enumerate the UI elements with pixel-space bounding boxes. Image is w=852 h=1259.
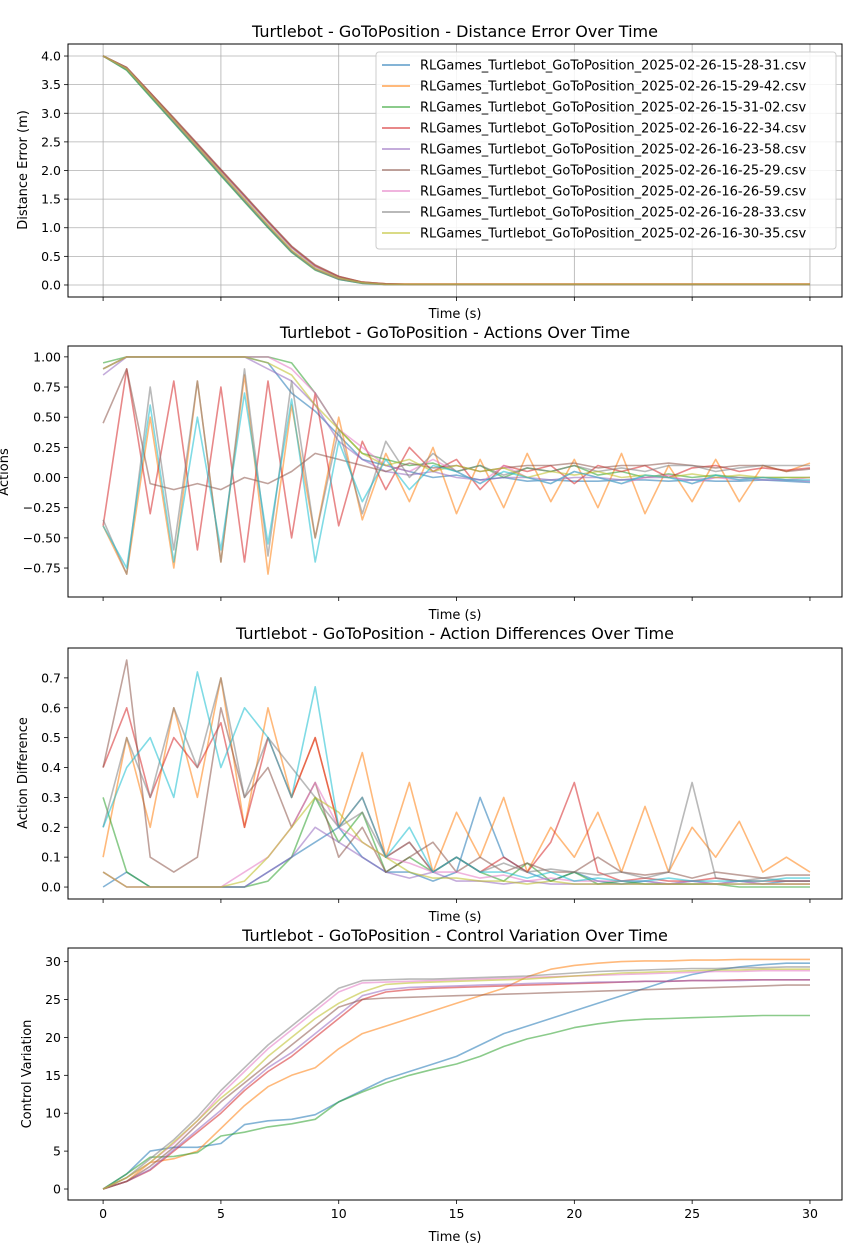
series-line-2 <box>102 958 810 1190</box>
actions-chart: Turtlebot - GoToPosition - Actions Over … <box>0 323 843 623</box>
x-tick-label: 10 <box>331 1206 347 1221</box>
series-line-4 <box>102 368 811 563</box>
legend-entry: RLGames_Turtlebot_GoToPosition_2025-02-2… <box>420 206 806 221</box>
x-tick-label: 15 <box>449 1206 465 1221</box>
y-tick-label: 0.00 <box>33 470 61 485</box>
series-line-6 <box>102 984 810 1190</box>
series-group <box>102 55 810 286</box>
series-line-10 <box>102 671 810 882</box>
x-tick-label: 30 <box>802 1206 818 1221</box>
y-tick-label: 25 <box>45 992 61 1007</box>
legend-entry: RLGames_Turtlebot_GoToPosition_2025-02-2… <box>420 185 806 200</box>
y-tick-label: 1.0 <box>41 220 61 235</box>
legend-entry: RLGames_Turtlebot_GoToPosition_2025-02-2… <box>420 227 806 242</box>
x-axis-label: Time (s) <box>428 910 482 925</box>
series-line-1 <box>102 962 810 1190</box>
y-tick-label: 0.5 <box>41 730 61 745</box>
series-line-5 <box>102 978 810 1190</box>
series-line-9 <box>102 55 810 286</box>
x-tick-label: 20 <box>566 1206 582 1221</box>
legend-entry: RLGames_Turtlebot_GoToPosition_2025-02-2… <box>420 80 806 95</box>
series-line-9 <box>102 968 810 1190</box>
control-variation-chart: Turtlebot - GoToPosition - Control Varia… <box>20 926 843 1245</box>
y-tick-label: 1.00 <box>33 349 61 364</box>
y-tick-label: 0.50 <box>33 410 61 425</box>
legend: RLGames_Turtlebot_GoToPosition_2025-02-2… <box>375 51 837 250</box>
y-tick-label: 4.0 <box>41 49 61 64</box>
y-tick-label: 0.0 <box>41 277 61 292</box>
series-line-3 <box>102 1014 810 1190</box>
series-line-8 <box>102 966 810 1190</box>
legend-entry: RLGames_Turtlebot_GoToPosition_2025-02-2… <box>420 122 806 137</box>
x-tick-label: 5 <box>217 1206 225 1221</box>
y-tick-label: 1.5 <box>41 192 61 207</box>
legend-entry: RLGames_Turtlebot_GoToPosition_2025-02-2… <box>420 143 806 158</box>
distance-error-chart: Turtlebot - GoToPosition - Distance Erro… <box>16 22 843 322</box>
y-axis-label: Distance Error (m) <box>16 110 31 230</box>
y-tick-label: 0.1 <box>41 850 61 865</box>
y-tick-label: 0.5 <box>41 249 61 264</box>
axes-frame <box>67 345 843 598</box>
x-tick-label: 25 <box>684 1206 700 1221</box>
y-tick-label: 0.25 <box>33 440 61 455</box>
y-tick-label: 0.4 <box>41 760 61 775</box>
axes-frame <box>67 647 843 900</box>
legend-entry: RLGames_Turtlebot_GoToPosition_2025-02-2… <box>420 101 806 116</box>
y-tick-label: 15 <box>45 1068 61 1083</box>
y-tick-label: 0.0 <box>41 880 61 895</box>
x-axis-label: Time (s) <box>428 608 482 623</box>
y-axis-label: Control Variation <box>20 1020 35 1129</box>
y-tick-label: −0.25 <box>23 500 61 515</box>
y-axis-label: Actions <box>0 448 12 496</box>
series-group <box>102 659 811 888</box>
y-tick-label: 30 <box>45 954 61 969</box>
series-line-9 <box>102 796 810 888</box>
y-tick-label: 0.75 <box>33 380 61 395</box>
y-tick-label: 2.0 <box>41 163 61 178</box>
action-differences-chart: Turtlebot - GoToPosition - Action Differ… <box>16 624 843 925</box>
y-tick-label: 0.7 <box>41 670 61 685</box>
legend-box <box>375 51 837 250</box>
series-line-7 <box>102 969 810 1190</box>
chart-title: Turtlebot - GoToPosition - Actions Over … <box>279 323 630 342</box>
series-line-9 <box>102 356 810 479</box>
chart-title: Turtlebot - GoToPosition - Control Varia… <box>241 926 668 945</box>
series-group <box>102 958 810 1190</box>
x-axis-label: Time (s) <box>428 307 482 322</box>
y-tick-label: 3.0 <box>41 106 61 121</box>
series-line-10 <box>102 392 810 569</box>
x-tick-label: 0 <box>99 1206 107 1221</box>
series-group <box>102 356 811 575</box>
x-axis-label: Time (s) <box>428 1230 482 1245</box>
y-tick-label: 0.2 <box>41 820 61 835</box>
y-tick-label: 20 <box>45 1030 61 1045</box>
y-tick-label: −0.50 <box>23 530 61 545</box>
legend-entry: RLGames_Turtlebot_GoToPosition_2025-02-2… <box>420 164 806 179</box>
y-tick-label: −0.75 <box>23 561 61 576</box>
y-tick-label: 0 <box>53 1182 61 1197</box>
y-tick-label: 5 <box>53 1144 61 1159</box>
y-tick-label: 0.3 <box>41 790 61 805</box>
chart-title: Turtlebot - GoToPosition - Action Differ… <box>235 624 674 643</box>
y-tick-label: 3.5 <box>41 77 61 92</box>
y-tick-label: 2.5 <box>41 134 61 149</box>
axes-frame <box>67 947 843 1201</box>
y-tick-label: 10 <box>45 1106 61 1121</box>
chart-title: Turtlebot - GoToPosition - Distance Erro… <box>251 22 658 41</box>
y-tick-label: 0.6 <box>41 700 61 715</box>
legend-entry: RLGames_Turtlebot_GoToPosition_2025-02-2… <box>420 59 806 74</box>
y-axis-label: Action Difference <box>16 717 31 829</box>
